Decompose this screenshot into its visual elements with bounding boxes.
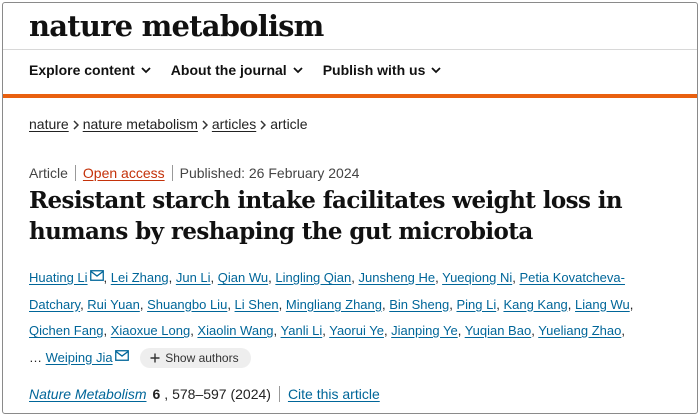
breadcrumb-current: article <box>270 116 308 132</box>
author-link[interactable]: Petia Kovatcheva- <box>519 270 625 285</box>
nav-about-the-journal[interactable]: About the journal <box>171 62 303 78</box>
article-type: Article <box>29 165 68 181</box>
chevron-down-icon <box>293 67 303 74</box>
author-link[interactable]: Liang Wu <box>575 296 630 312</box>
article-title: Resistant starch intake facilitates weig… <box>29 185 669 247</box>
journal-masthead-logo[interactable]: nature metabolism <box>29 9 324 43</box>
nav-publish-with-us[interactable]: Publish with us <box>323 62 442 78</box>
author-link[interactable]: Yueliang Zhao <box>538 323 622 338</box>
plus-icon <box>150 353 160 363</box>
chevron-right-icon <box>198 116 212 132</box>
breadcrumb-nature[interactable]: nature <box>29 116 69 132</box>
main-nav: Explore content About the journal Publis… <box>29 62 441 78</box>
author-link[interactable]: Yaorui Ye <box>329 323 384 338</box>
nav-label: Explore content <box>29 62 135 78</box>
author-link[interactable]: Datchary <box>29 296 81 312</box>
author-link[interactable]: Shuangbo Liu <box>147 296 228 312</box>
header-divider <box>3 49 697 50</box>
mail-icon[interactable] <box>89 270 104 281</box>
accent-bar <box>3 94 697 98</box>
title-line: humans by reshaping the gut microbiota <box>29 218 533 245</box>
journal-link[interactable]: Nature Metabolism <box>29 386 147 402</box>
author-link[interactable]: Huating Li <box>29 270 88 285</box>
author-list: Huating Li, Lei Zhang, Jun Li, Qian Wu, … <box>29 265 669 371</box>
chevron-down-icon <box>141 67 151 74</box>
cite-this-article-link[interactable]: Cite this article <box>287 386 380 402</box>
author-link[interactable]: Rui Yuan <box>87 296 140 312</box>
published-date: Published: 26 February 2024 <box>179 165 360 181</box>
page-range: , 578–597 (2024) <box>164 386 271 402</box>
author-link[interactable]: Kang Kang <box>503 296 568 312</box>
show-authors-button[interactable]: Show authors <box>140 348 251 369</box>
author-link[interactable]: Yueqiong Ni <box>442 270 513 285</box>
authors-ellipsis: … <box>29 349 42 365</box>
breadcrumb: nature nature metabolism articles articl… <box>29 116 308 132</box>
author-link[interactable]: Weiping Jia <box>45 349 113 365</box>
author-link[interactable]: Lei Zhang <box>110 270 169 285</box>
breadcrumb-articles[interactable]: articles <box>211 116 257 132</box>
nav-explore-content[interactable]: Explore content <box>29 62 151 78</box>
chevron-down-icon <box>431 67 441 74</box>
author-link[interactable]: Yanli Li <box>280 323 323 338</box>
author-link[interactable]: Junsheng He <box>358 270 436 285</box>
nav-label: Publish with us <box>322 62 426 78</box>
author-link[interactable]: Jun Li <box>175 270 211 285</box>
open-access-link[interactable]: Open access <box>82 165 165 181</box>
nav-label: About the journal <box>170 62 287 78</box>
title-line: Resistant starch intake facilitates weig… <box>29 187 623 214</box>
author-link[interactable]: Ping Li <box>456 296 497 312</box>
meta-divider <box>171 165 173 181</box>
chevron-right-icon <box>256 116 270 132</box>
author-link[interactable]: Bin Sheng <box>389 296 450 312</box>
author-link[interactable]: Xiaolin Wang <box>197 323 274 338</box>
mail-icon[interactable] <box>114 349 129 361</box>
author-link[interactable]: Qichen Fang <box>29 323 104 338</box>
author-link[interactable]: Qian Wu <box>217 270 269 285</box>
breadcrumb-nature-metabolism[interactable]: nature metabolism <box>82 116 198 132</box>
citation-divider <box>278 386 280 402</box>
meta-divider <box>74 165 76 181</box>
volume-number: 6 <box>152 386 161 402</box>
author-link[interactable]: Lingling Qian <box>275 270 352 285</box>
author-link[interactable]: Jianping Ye <box>391 323 458 338</box>
article-meta: Article Open access Published: 26 Februa… <box>29 165 359 181</box>
author-link[interactable]: Yuqian Bao <box>464 323 532 338</box>
show-authors-label: Show authors <box>165 351 239 366</box>
author-link[interactable]: Li Shen <box>234 296 279 312</box>
citation-line: Nature Metabolism 6 , 578–597 (2024) Cit… <box>29 386 380 402</box>
author-link[interactable]: Xiaoxue Long <box>110 323 191 338</box>
author-link[interactable]: Mingliang Zhang <box>285 296 382 312</box>
chevron-right-icon <box>69 116 83 132</box>
